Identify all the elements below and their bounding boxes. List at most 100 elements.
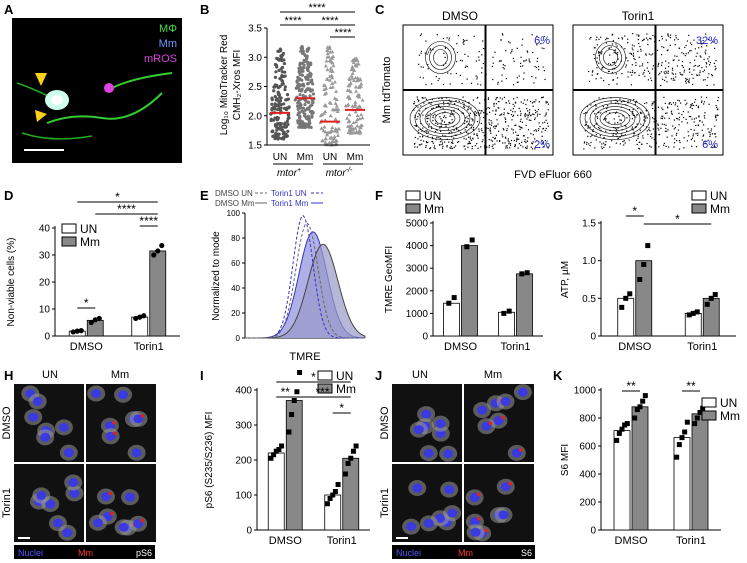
event-dot: [414, 142, 416, 145]
event-dot: [716, 114, 718, 116]
event-dot: [521, 127, 523, 129]
event-dot: [488, 144, 491, 147]
y-tick-label: 600: [579, 442, 596, 453]
event-dot: [683, 71, 685, 73]
event-dot: [675, 37, 677, 39]
event-dot: [606, 107, 608, 110]
data-point: [133, 315, 139, 322]
event-dot: [427, 114, 429, 116]
data-point: [270, 130, 274, 134]
event-dot: [525, 147, 528, 150]
event-dot: [589, 126, 591, 128]
event-dot: [642, 137, 644, 139]
event-dot: [664, 112, 667, 114]
event-dot: [428, 114, 430, 116]
event-dot: [663, 46, 665, 49]
panel-a-micrograph: MΦ Mm mROS: [12, 18, 182, 163]
data-point: [303, 102, 307, 107]
data-point: [328, 69, 333, 73]
event-dot: [653, 138, 655, 141]
bar-un: [324, 494, 342, 531]
event-dot: [475, 115, 477, 117]
event-dot: [545, 112, 547, 114]
y-tick-label: 0: [590, 332, 596, 343]
event-dot: [419, 136, 421, 138]
event-dot: [670, 34, 672, 36]
event-dot: [661, 115, 663, 117]
event-dot: [494, 125, 496, 127]
data-point: [74, 328, 80, 334]
data-point: [684, 419, 690, 425]
event-dot: [711, 133, 714, 135]
event-dot: [532, 51, 534, 54]
event-dot: [500, 39, 502, 41]
event-dot: [469, 142, 471, 144]
data-point: [322, 87, 327, 92]
event-dot: [429, 113, 432, 115]
event-dot: [644, 69, 646, 71]
event-dot: [494, 143, 496, 145]
event-dot: [489, 130, 491, 132]
y-tick-label: 40: [231, 284, 240, 293]
event-dot: [672, 102, 675, 104]
event-dot: [442, 107, 444, 109]
event-dot: [453, 109, 455, 111]
event-dot: [691, 145, 693, 147]
event-dot: [703, 69, 705, 71]
event-dot: [500, 114, 502, 116]
event-dot: [595, 39, 597, 41]
event-dot: [495, 134, 497, 136]
data-point: [350, 64, 355, 69]
event-dot: [651, 137, 653, 139]
event-dot: [609, 146, 611, 148]
event-dot: [493, 105, 495, 107]
event-dot: [425, 140, 428, 143]
legend-swatch-un: [701, 397, 717, 408]
data-point: [329, 135, 334, 140]
event-dot: [642, 73, 644, 75]
event-dot: [495, 110, 497, 112]
event-dot: [627, 102, 629, 104]
event-dot: [424, 52, 426, 54]
event-dot: [506, 130, 508, 132]
event-dot: [442, 116, 445, 118]
event-dot: [546, 122, 549, 124]
data-point: [298, 72, 302, 77]
data-point: [335, 129, 340, 134]
event-dot: [691, 103, 693, 105]
data-point: [355, 113, 360, 118]
event-dot: [611, 43, 614, 45]
significance-stars: *: [311, 370, 316, 384]
contour-line: [429, 109, 461, 128]
event-dot: [522, 78, 525, 80]
event-dot: [519, 120, 522, 122]
event-dot: [444, 135, 446, 137]
event-dot: [627, 71, 629, 73]
data-point: [642, 393, 648, 399]
event-dot: [673, 119, 676, 121]
event-dot: [425, 130, 427, 132]
data-point: [357, 104, 362, 108]
event-dot: [482, 132, 484, 134]
data-point: [348, 81, 353, 85]
event-dot: [509, 147, 511, 149]
event-dot: [453, 103, 456, 105]
event-dot: [592, 129, 594, 131]
data-point: [310, 78, 314, 82]
data-point: [353, 102, 358, 106]
event-dot: [533, 101, 535, 103]
data-point: [279, 106, 283, 110]
event-dot: [647, 70, 650, 72]
event-dot: [701, 121, 703, 123]
event-dot: [714, 146, 716, 148]
nucleus: [40, 432, 51, 442]
data-point: [347, 77, 352, 82]
event-dot: [677, 99, 679, 101]
event-dot: [699, 55, 701, 57]
data-point: [324, 90, 329, 95]
data-point: [303, 90, 307, 94]
contour-line: [589, 103, 641, 134]
event-dot: [663, 96, 665, 99]
event-dot: [422, 114, 424, 116]
event-dot: [530, 119, 532, 121]
